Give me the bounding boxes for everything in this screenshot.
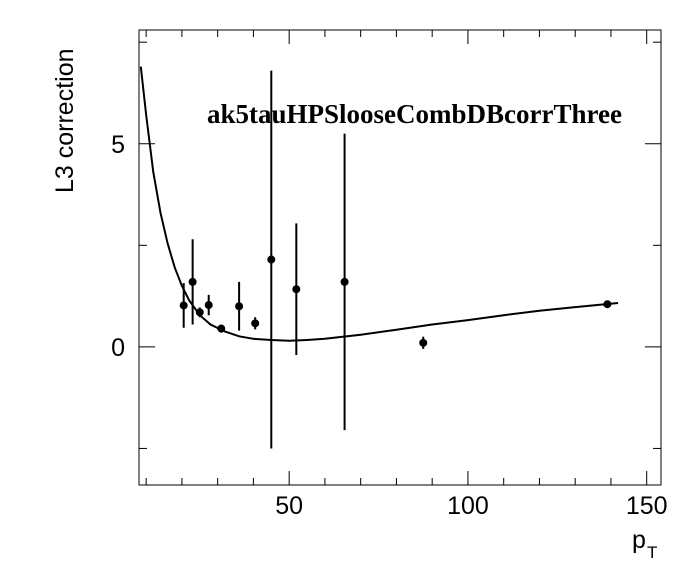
data-point <box>188 277 197 286</box>
x-tick-label: 50 <box>275 492 303 520</box>
chart-title: ak5tauHPSlooseCombDBcorrThree <box>207 99 622 129</box>
y-axis-label: L3 correction <box>51 48 79 193</box>
x-axis-label: p <box>632 526 646 554</box>
fit-curve <box>139 66 619 342</box>
data-point <box>235 302 244 311</box>
data-point <box>292 285 301 294</box>
x-axis-label-subscript: T <box>647 543 657 562</box>
y-tick-label: 5 <box>111 131 125 159</box>
data-point <box>267 255 276 264</box>
axis-ticks <box>139 30 661 485</box>
data-point <box>419 338 428 347</box>
data-points <box>179 70 612 449</box>
data-point <box>179 301 188 310</box>
data-point <box>204 301 213 310</box>
x-tick-label: 100 <box>447 492 489 520</box>
y-tick-label: 0 <box>111 334 125 362</box>
data-point <box>251 319 260 328</box>
x-tick-label: 150 <box>626 492 668 520</box>
data-point <box>195 308 204 317</box>
data-point <box>340 277 349 286</box>
data-point <box>217 324 226 333</box>
plot-frame <box>138 29 662 486</box>
data-point <box>603 300 612 309</box>
tick-labels: 50 100 150 0 5 <box>111 131 667 520</box>
